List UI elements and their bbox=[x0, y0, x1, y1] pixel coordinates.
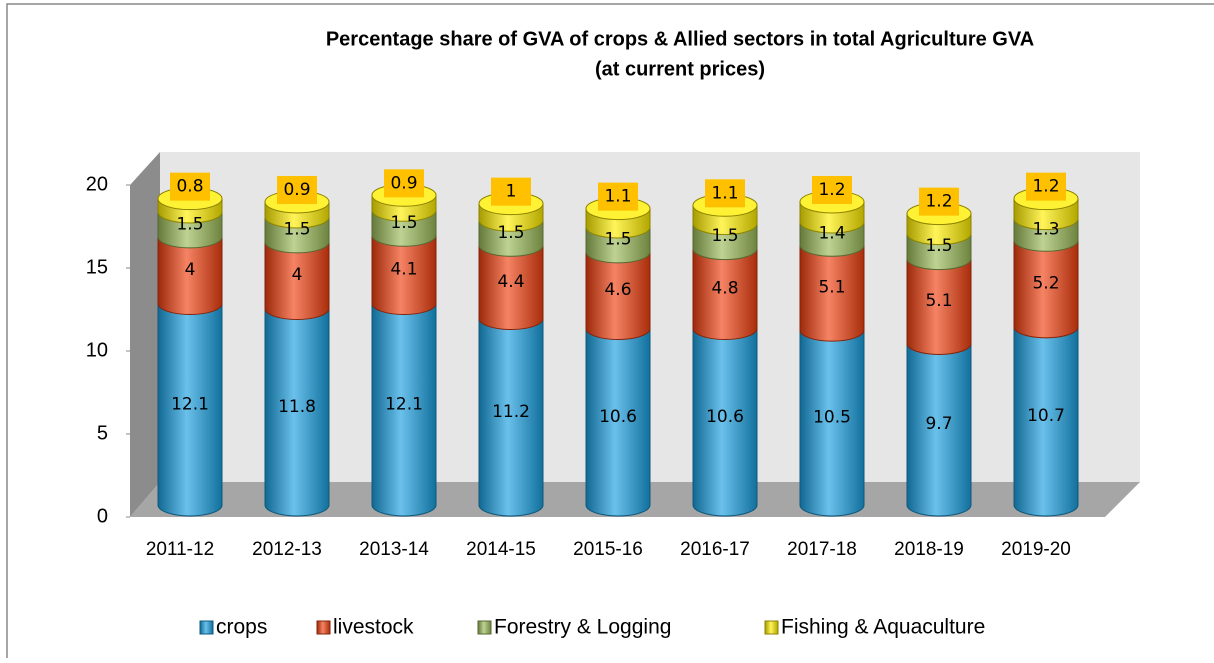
chart-subtitle: (at current prices) bbox=[595, 58, 765, 80]
x-tick-label: 2012-13 bbox=[252, 539, 322, 560]
data-label-box bbox=[1026, 172, 1066, 201]
data-label: 0.8 bbox=[176, 177, 203, 197]
side-wall bbox=[130, 152, 160, 517]
data-label-box bbox=[705, 179, 745, 208]
data-label-box bbox=[919, 187, 959, 216]
x-tick-label: 2013-14 bbox=[359, 539, 429, 560]
data-label-box bbox=[491, 177, 531, 206]
cylinder-segment bbox=[906, 342, 972, 517]
data-label: 1.5 bbox=[497, 223, 524, 243]
cylinder-segment bbox=[478, 244, 544, 331]
cylinder-segment bbox=[264, 241, 330, 321]
data-label: 5.2 bbox=[1032, 274, 1059, 294]
data-label-box bbox=[384, 169, 424, 198]
cylinder-segment bbox=[1013, 239, 1079, 339]
data-label: 0.9 bbox=[283, 180, 310, 200]
legend-label: livestock bbox=[333, 616, 414, 639]
data-label: 5.1 bbox=[925, 291, 952, 311]
legend-swatch bbox=[316, 620, 331, 635]
chart-title: Percentage share of GVA of crops & Allie… bbox=[326, 28, 1034, 50]
data-label: 4 bbox=[185, 260, 196, 280]
cylinder-segment bbox=[1013, 326, 1079, 517]
y-tick-label: 20 bbox=[86, 173, 108, 195]
data-label: 1.5 bbox=[283, 219, 310, 239]
x-tick-label: 2011-12 bbox=[146, 539, 214, 560]
y-tick-label: 5 bbox=[97, 422, 108, 444]
legend-label: Forestry & Logging bbox=[494, 616, 671, 639]
data-label: 11.8 bbox=[278, 397, 316, 417]
data-label: 4 bbox=[292, 265, 303, 285]
data-label: 10.5 bbox=[813, 408, 851, 428]
data-label: 1.5 bbox=[925, 236, 952, 256]
cylinder-segment bbox=[478, 318, 544, 517]
data-label: 1.5 bbox=[176, 214, 203, 234]
cylinder-segment bbox=[585, 328, 651, 517]
data-label: 10.6 bbox=[599, 407, 637, 427]
data-label: 1.2 bbox=[818, 180, 845, 200]
data-label: 0.9 bbox=[390, 173, 417, 193]
cylinder-segment bbox=[157, 303, 223, 517]
cylinder-segment bbox=[371, 303, 437, 517]
x-tick-label: 2018-19 bbox=[894, 539, 964, 560]
data-label: 1.4 bbox=[818, 224, 845, 244]
legend-label: Fishing & Aquaculture bbox=[781, 616, 985, 639]
x-tick-label: 2016-17 bbox=[680, 539, 750, 560]
data-label: 1.5 bbox=[711, 226, 738, 246]
x-tick-label: 2019-20 bbox=[1001, 539, 1071, 560]
y-tick-label: 0 bbox=[97, 505, 108, 527]
data-label: 1 bbox=[506, 182, 517, 202]
data-label-box bbox=[170, 172, 210, 201]
cylinder-segment bbox=[692, 248, 758, 341]
data-label: 4.4 bbox=[497, 272, 524, 292]
data-label: 10.6 bbox=[706, 407, 744, 427]
data-label: 1.2 bbox=[925, 192, 952, 212]
data-label-box bbox=[598, 182, 638, 211]
data-label: 1.1 bbox=[711, 183, 738, 203]
data-label: 1.2 bbox=[1032, 177, 1059, 197]
cylinder-segment bbox=[906, 258, 972, 355]
legend-label: crops bbox=[216, 616, 267, 639]
data-label: 9.7 bbox=[925, 414, 952, 434]
legend-swatch bbox=[764, 620, 779, 635]
x-tick-label: 2017-18 bbox=[787, 539, 857, 560]
data-label: 4.8 bbox=[711, 279, 738, 299]
y-tick-label: 15 bbox=[86, 256, 108, 278]
data-label: 1.5 bbox=[604, 229, 631, 249]
data-label: 1.1 bbox=[604, 187, 631, 207]
data-label-box bbox=[812, 175, 852, 204]
data-label: 1.5 bbox=[390, 213, 417, 233]
cylinder-segment bbox=[692, 328, 758, 517]
legend-swatch bbox=[477, 620, 492, 635]
cylinder-segment bbox=[799, 244, 865, 342]
cylinder-segment bbox=[371, 234, 437, 316]
data-label: 12.1 bbox=[171, 394, 209, 414]
data-label-box bbox=[277, 175, 317, 204]
cylinder-segment bbox=[585, 251, 651, 341]
x-tick-label: 2015-16 bbox=[573, 539, 643, 560]
data-label: 12.1 bbox=[385, 394, 423, 414]
data-label: 4.6 bbox=[604, 280, 631, 300]
cylinder-segment bbox=[157, 236, 223, 316]
data-label: 1.3 bbox=[1032, 219, 1059, 239]
data-label: 10.7 bbox=[1027, 406, 1065, 426]
legend-swatch bbox=[199, 620, 214, 635]
data-label: 4.1 bbox=[390, 259, 417, 279]
x-tick-label: 2014-15 bbox=[466, 539, 536, 560]
data-label: 11.2 bbox=[492, 402, 530, 422]
y-tick-label: 10 bbox=[86, 339, 108, 361]
cylinder-segment bbox=[264, 308, 330, 517]
cylinder-segment bbox=[799, 329, 865, 517]
chart-border bbox=[6, 3, 1214, 663]
data-label: 5.1 bbox=[818, 278, 845, 298]
